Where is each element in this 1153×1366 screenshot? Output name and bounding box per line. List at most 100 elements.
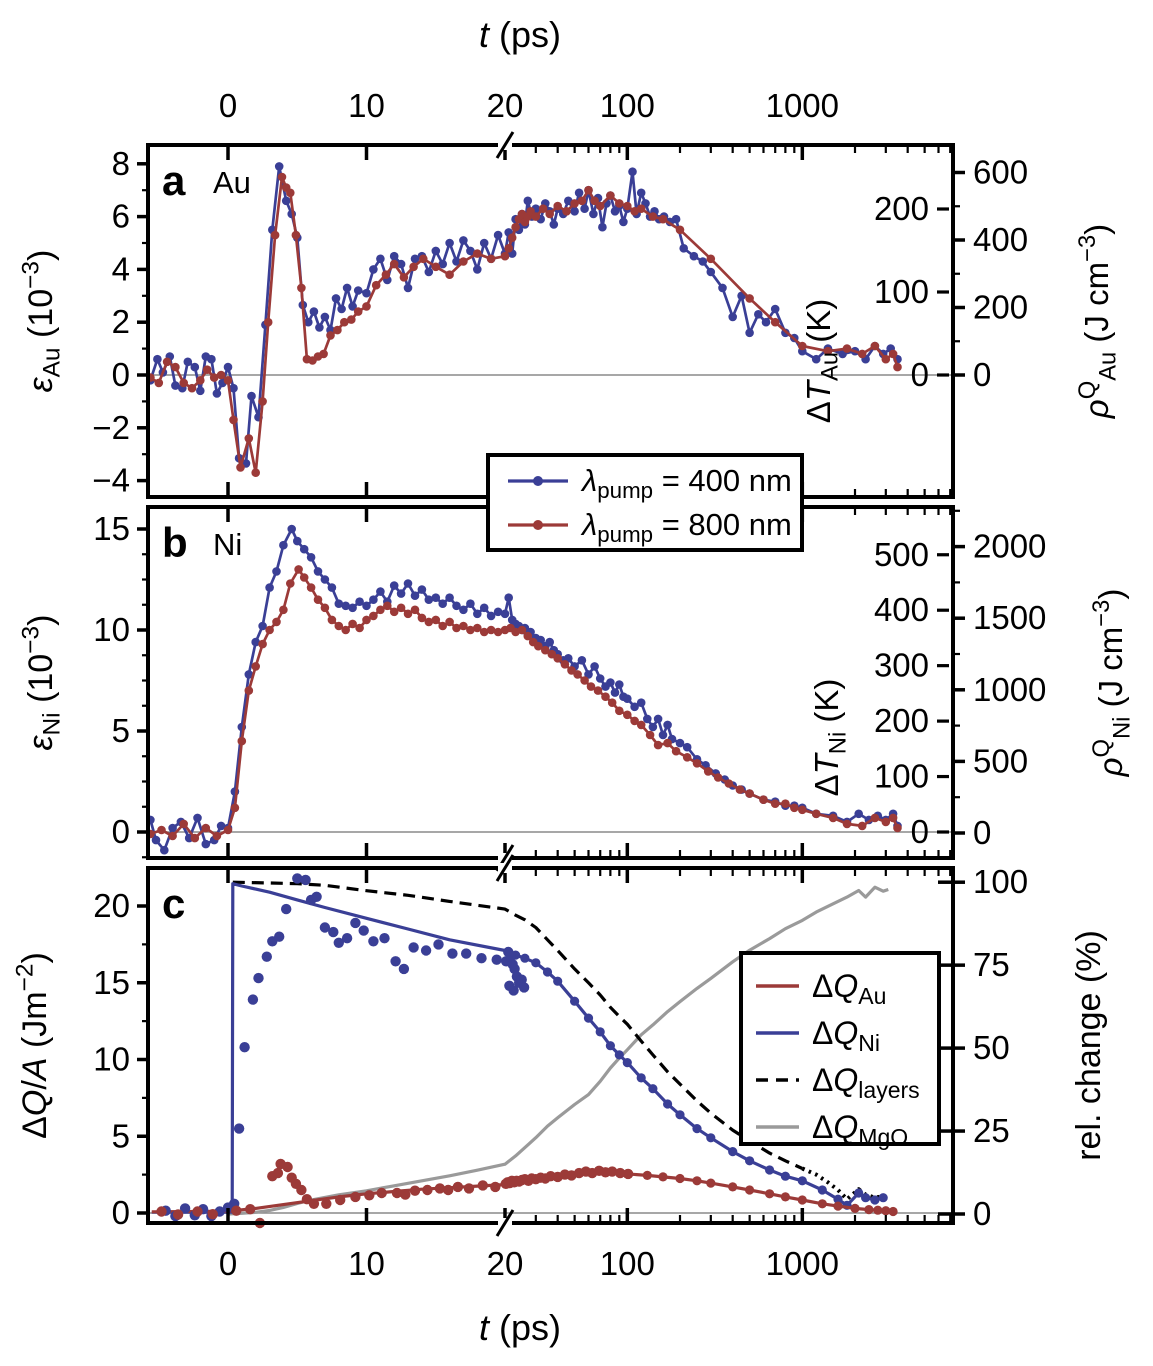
- data-point: [341, 601, 351, 611]
- data-point: [244, 670, 254, 679]
- data-point: [216, 370, 226, 380]
- data-point: [417, 613, 427, 623]
- tick: [495, 1209, 515, 1237]
- data-point: [168, 831, 177, 841]
- data-point: [473, 623, 482, 633]
- data-point: [833, 1201, 843, 1211]
- data-point: [675, 1110, 685, 1120]
- data-point: [500, 609, 510, 619]
- data-point: [350, 1191, 361, 1203]
- data-point: [431, 246, 441, 256]
- x-tick-label-top: 10: [348, 87, 385, 124]
- data-point: [212, 831, 222, 841]
- outer-right-tick-label: 500: [973, 742, 1028, 779]
- data-point: [622, 1058, 632, 1068]
- data-point: [452, 623, 461, 633]
- data-point: [247, 994, 259, 1005]
- data-point: [675, 738, 685, 748]
- y-tick-label: 2: [112, 303, 130, 340]
- y-tick-label: 10: [93, 611, 130, 648]
- data-point: [342, 283, 352, 293]
- inner-right-tick-label: 500: [874, 536, 929, 573]
- data-point: [331, 294, 341, 303]
- data-point: [615, 706, 624, 716]
- y-tick-label: 5: [112, 712, 130, 749]
- data-point: [663, 738, 672, 748]
- data-point: [376, 1187, 387, 1199]
- data-point: [281, 903, 292, 915]
- data-point: [605, 1041, 616, 1051]
- data-point: [396, 603, 406, 613]
- x-tick-label-top: 20: [487, 87, 524, 124]
- data-point: [403, 283, 413, 293]
- data-point: [258, 397, 267, 406]
- data-point: [531, 958, 541, 968]
- data-point: [229, 415, 238, 425]
- panel-material-label: Au: [213, 165, 251, 200]
- panel-a: −4 −2 0 2 4 6 8 0 100 200 ΔTAu (K) 0 200 400 600 ρQAu (…: [17, 131, 1121, 511]
- panel-c: 0 5 10 15 20 0 25 50 75 100 rel. change (%) ΔQ/A (J…: [11, 854, 1108, 1237]
- data-point: [881, 817, 891, 827]
- data-point: [567, 666, 576, 675]
- y-tick-label: 15: [93, 964, 130, 1001]
- data-point: [327, 583, 337, 592]
- data-point: [172, 1209, 184, 1220]
- data-point: [459, 236, 468, 245]
- data-point: [286, 188, 295, 198]
- data-point: [389, 251, 399, 261]
- data-point: [623, 694, 632, 703]
- y-tick-label: 8: [112, 145, 130, 182]
- series-line: [149, 568, 899, 840]
- data-point: [300, 874, 311, 886]
- data-point: [156, 1206, 167, 1217]
- data-point: [299, 573, 309, 582]
- data-point: [573, 670, 582, 679]
- data-point: [190, 833, 200, 843]
- data-point: [648, 722, 658, 732]
- data-point: [369, 265, 378, 274]
- data-point: [328, 926, 339, 938]
- data-point: [577, 656, 587, 665]
- data-point: [321, 1198, 332, 1210]
- y-tick-label: −2: [92, 409, 130, 446]
- data-point: [645, 730, 655, 740]
- data-point: [154, 378, 164, 388]
- data-point: [320, 312, 330, 322]
- data-point: [706, 254, 716, 264]
- data-point: [888, 813, 898, 823]
- data-point: [590, 196, 599, 206]
- data-point: [542, 967, 553, 977]
- series-line: [232, 880, 803, 1170]
- series-dQ-Ni-dots: [160, 873, 530, 1222]
- data-point: [348, 302, 357, 311]
- data-point: [376, 587, 385, 596]
- data-point: [781, 799, 790, 808]
- y-tick-label: −4: [92, 462, 130, 499]
- data-point: [341, 625, 351, 635]
- x-axis-title-top: t (ps): [479, 14, 561, 55]
- data-point: [272, 567, 281, 576]
- data-point: [545, 209, 554, 219]
- data-point: [628, 167, 637, 176]
- outer-right-tick-label: 400: [973, 221, 1028, 258]
- data-point: [553, 654, 562, 663]
- data-point: [410, 254, 420, 264]
- data-point: [179, 378, 188, 388]
- data-point: [636, 720, 646, 730]
- data-point: [179, 1203, 191, 1214]
- data-point: [770, 799, 780, 808]
- data-point: [258, 621, 267, 631]
- data-point: [362, 302, 371, 311]
- data-point: [850, 1203, 860, 1213]
- data-point: [157, 825, 166, 835]
- data-point: [630, 716, 639, 726]
- data-point: [192, 1206, 203, 1217]
- data-point: [523, 631, 533, 641]
- data-point: [864, 1205, 874, 1215]
- data-point: [745, 1185, 755, 1195]
- data-point: [476, 953, 487, 964]
- pct-axis-title: rel. change (%): [1070, 930, 1108, 1161]
- y-tick-label: 6: [112, 198, 130, 235]
- data-point: [493, 230, 503, 240]
- data-point: [417, 585, 427, 594]
